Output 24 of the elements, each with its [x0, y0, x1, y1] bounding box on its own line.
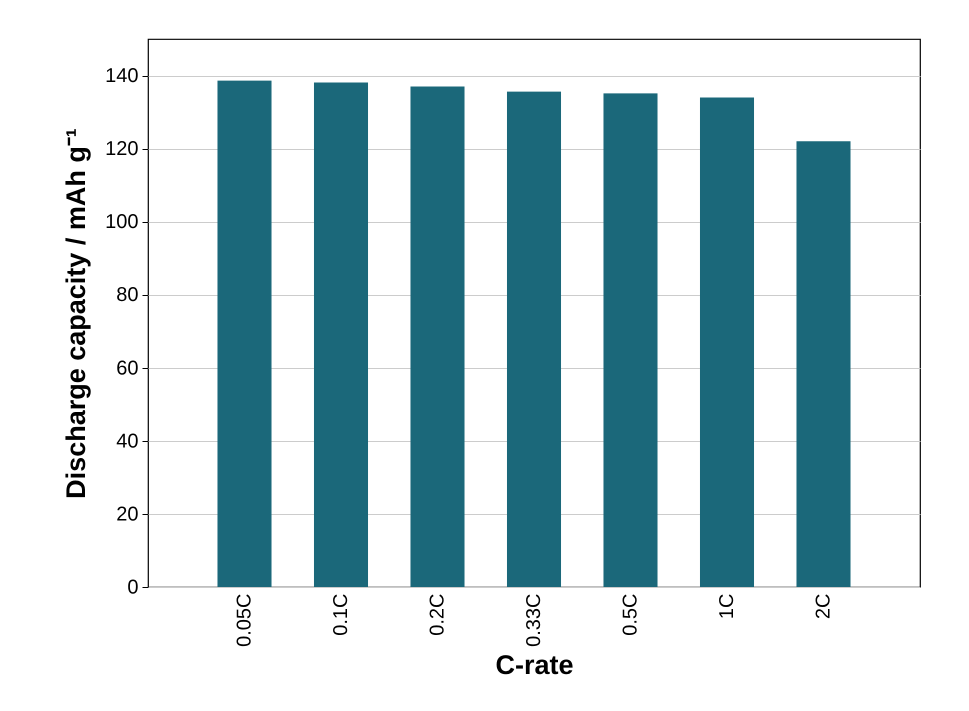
y-tick-label: 140 — [105, 65, 138, 88]
x-tick-label: 0.1C — [330, 594, 352, 636]
bar — [217, 80, 272, 587]
bar — [700, 97, 754, 587]
x-tick-label: 0.05C — [234, 594, 256, 647]
x-tick-label: 2C — [812, 594, 834, 620]
y-tick-label: 60 — [116, 357, 138, 380]
y-tick-label: 20 — [116, 503, 138, 526]
y-tick-label: 40 — [116, 430, 138, 452]
x-tick-label: 0.2C — [426, 594, 448, 636]
x-axis-title: C-rate — [495, 650, 574, 680]
x-tick-label: 0.33C — [523, 594, 545, 647]
bar — [410, 86, 465, 587]
y-tick-label: 80 — [116, 284, 138, 306]
bar — [796, 141, 851, 587]
bar — [314, 82, 368, 587]
y-tick-label: 120 — [105, 138, 138, 160]
x-tick-label: 1C — [716, 594, 738, 620]
x-tick-label: 0.5C — [620, 594, 642, 636]
bar — [506, 92, 562, 587]
bar — [603, 93, 658, 587]
y-tick-label: 0 — [127, 576, 138, 598]
y-tick-label: 100 — [105, 211, 138, 234]
y-axis-title: Discharge capacity / mAh g⁻¹ — [61, 128, 92, 499]
